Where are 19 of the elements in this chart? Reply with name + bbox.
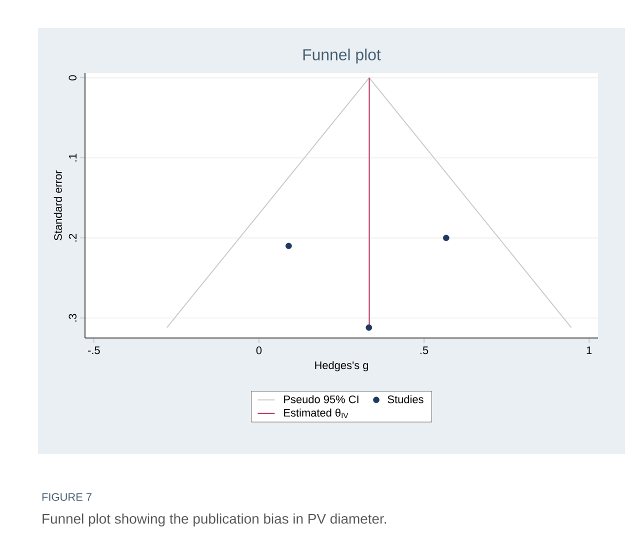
x-axis-title: Hedges's g bbox=[315, 361, 368, 372]
point bbox=[366, 324, 372, 331]
y-tick-label: .3 bbox=[68, 314, 76, 322]
x-tick-label: 0 bbox=[256, 346, 262, 354]
legend-label: Studies bbox=[388, 395, 424, 404]
y-axis-title: Standard error bbox=[54, 170, 62, 240]
y-tick-label: 0 bbox=[68, 75, 76, 80]
legend-label: Estimated θ$_{IV}$ bbox=[284, 408, 348, 418]
x-tick-label: .5 bbox=[420, 346, 428, 354]
x-tick-label: -.5 bbox=[88, 346, 100, 354]
y-tick-label: .1 bbox=[68, 154, 76, 162]
x-tick-label: 1 bbox=[586, 346, 592, 354]
y-tick-label: .2 bbox=[68, 234, 76, 242]
point bbox=[285, 242, 292, 250]
legend-label: Pseudo 95% CI bbox=[284, 395, 358, 404]
chart-title: Funnel plot bbox=[303, 48, 381, 64]
point bbox=[442, 234, 450, 242]
caption: FIGURE 7 bbox=[42, 493, 92, 501]
text: Funnel plot showing the publication bias in PV diameter. bbox=[42, 513, 386, 526]
